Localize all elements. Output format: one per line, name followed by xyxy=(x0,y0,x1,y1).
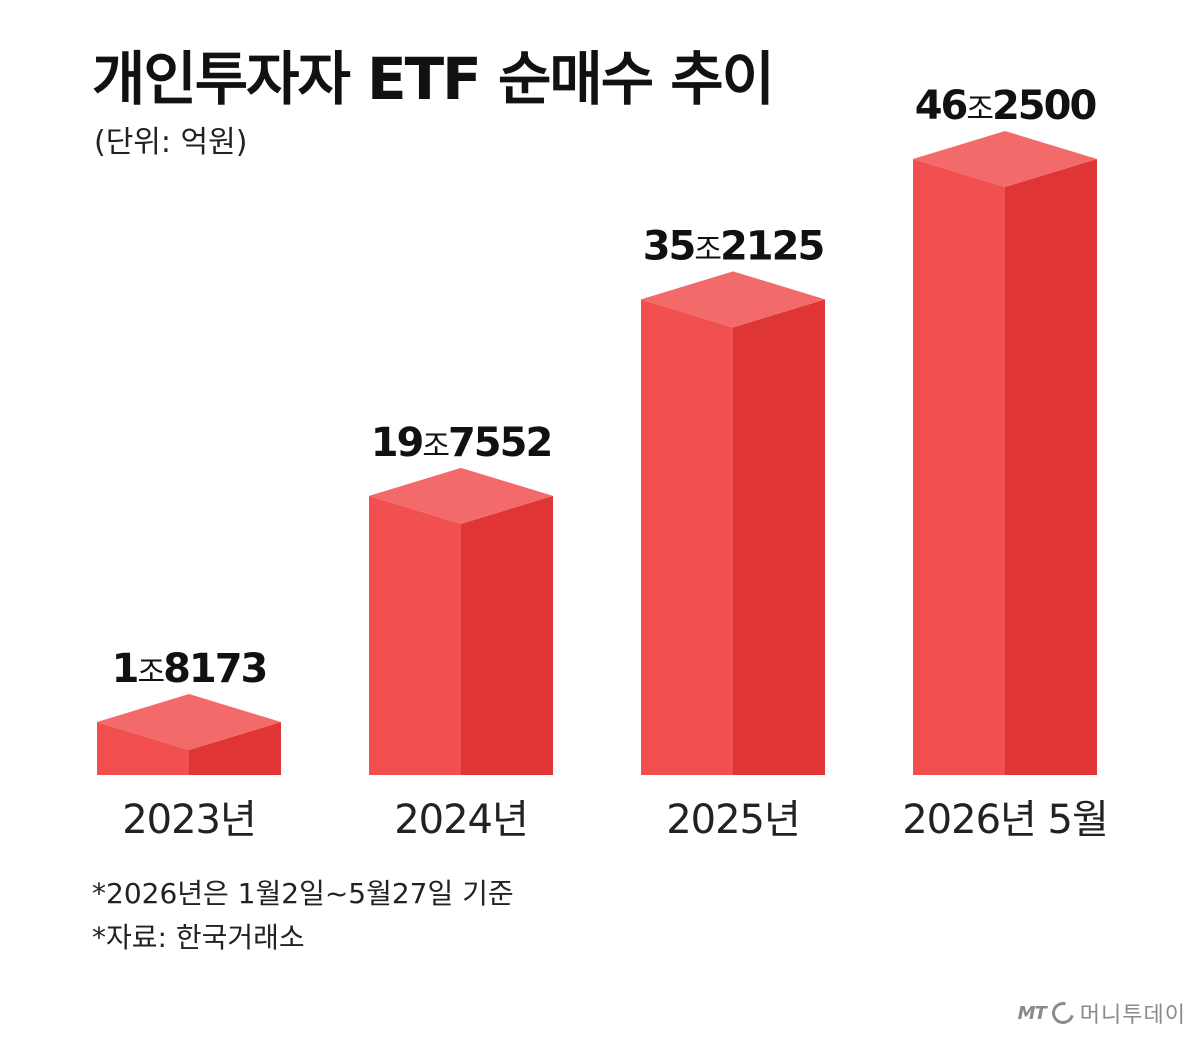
footnote-source: *자료: 한국거래소 xyxy=(92,921,305,954)
value-label-2: 19조7552 xyxy=(371,420,552,466)
bar-front-face xyxy=(369,495,461,775)
bar-3 xyxy=(641,271,825,775)
bars-group xyxy=(97,131,1097,775)
bar-front-face xyxy=(641,299,733,775)
bar-side-face xyxy=(733,299,825,775)
bar-1 xyxy=(97,694,281,775)
category-labels-group: 2023년 2024년 2025년 2026년 5월 xyxy=(122,797,1109,843)
value-label-4: 46조2500 xyxy=(915,83,1096,129)
ring-icon xyxy=(1047,997,1078,1029)
unit-note: (단위: 억원) xyxy=(94,125,248,160)
category-label-1: 2023년 xyxy=(122,797,256,843)
bar-front-face xyxy=(97,722,189,775)
bar-top-face xyxy=(641,271,825,328)
bar-side-face xyxy=(1005,159,1097,775)
bar-top-face xyxy=(369,467,553,524)
value-label-3: 35조2125 xyxy=(643,223,824,269)
bar-top-face xyxy=(913,131,1097,187)
category-label-3: 2025년 xyxy=(666,797,800,843)
category-label-2: 2024년 xyxy=(394,797,528,843)
bar-2 xyxy=(369,467,553,775)
bar-4 xyxy=(913,131,1097,775)
brand-mark: MT xyxy=(1017,1002,1047,1024)
bar-top-face xyxy=(97,694,281,750)
brand-logo: MT 머니투데이 xyxy=(1018,997,1186,1029)
category-label-4: 2026년 5월 xyxy=(902,797,1108,843)
bar-side-face xyxy=(189,722,281,775)
footnote-period: *2026년은 1월2일~5월27일 기준 xyxy=(92,877,514,910)
bar-side-face xyxy=(461,495,553,775)
brand-name: 머니투데이 xyxy=(1079,1003,1186,1028)
value-label-1: 1조8173 xyxy=(112,646,267,692)
value-labels-group: 1조8173 19조7552 35조2125 46조2500 xyxy=(112,83,1098,692)
footnotes: *2026년은 1월2일~5월27일 기준 *자료: 한국거래소 xyxy=(92,872,514,960)
chart-title: 개인투자자 ETF 순매수 추이 xyxy=(92,45,775,113)
bar-front-face xyxy=(913,159,1005,775)
